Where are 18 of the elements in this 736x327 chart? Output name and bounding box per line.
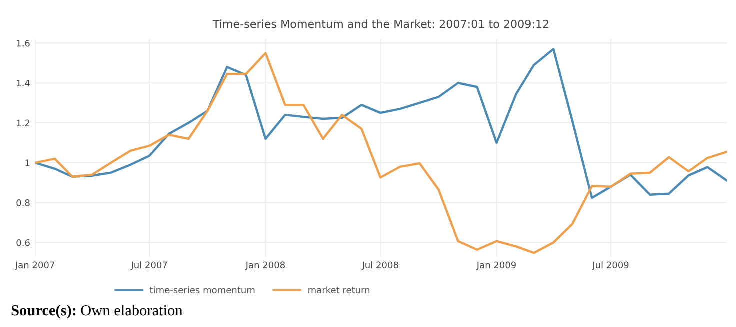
y-tick-label: 1.2 bbox=[17, 120, 30, 126]
line-series bbox=[35, 52, 728, 254]
x-tick-label: Jul 2008 bbox=[362, 262, 398, 270]
legend-label: time-series momentum bbox=[150, 286, 255, 294]
x-tick-label: Jul 2007 bbox=[130, 262, 168, 270]
y-tick-label: 0.8 bbox=[16, 200, 30, 206]
chart-title: Time-series Momentum and the Market: 2007:01 to 2009:12 bbox=[212, 20, 548, 28]
y-tick-label: 1 bbox=[26, 160, 30, 166]
x-tick-label: Jan 2008 bbox=[245, 262, 285, 270]
legend-label: market return bbox=[308, 286, 370, 294]
line-series bbox=[35, 48, 728, 200]
x-tick-label: Jan 2009 bbox=[476, 262, 516, 270]
y-tick-label: 0.6 bbox=[16, 239, 30, 246]
x-tick-label: Jul 2009 bbox=[592, 262, 629, 270]
x-tick-label: Jan 2007 bbox=[14, 262, 54, 270]
source-note: Source(s): Own elaboration bbox=[12, 304, 183, 319]
y-tick-label: 1.4 bbox=[17, 80, 30, 87]
y-tick-label: 1.6 bbox=[17, 40, 30, 47]
